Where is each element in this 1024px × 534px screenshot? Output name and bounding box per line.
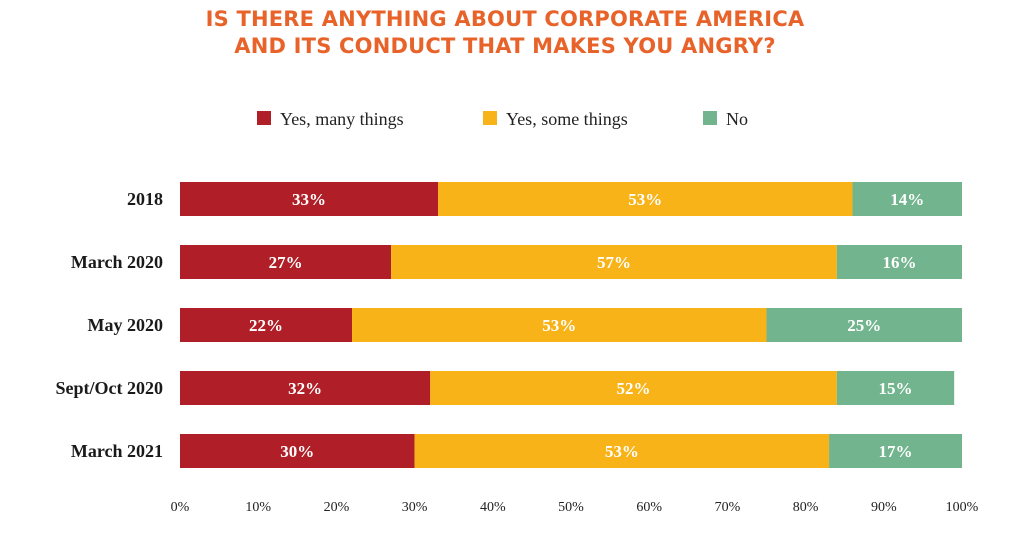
legend-label-yes-many-things: Yes, many things: [280, 109, 404, 129]
legend-label-no: No: [726, 109, 748, 129]
bar-segment: [836, 371, 955, 405]
category-label: May 2020: [88, 315, 164, 335]
category-label: 2018: [127, 189, 163, 209]
bar-segment: [180, 308, 353, 342]
chart-title: IS THERE ANYTHING ABOUT CORPORATE AMERIC…: [0, 6, 1010, 60]
chart-title-line-2: AND ITS CONDUCT THAT MAKES YOU ANGRY?: [234, 34, 776, 58]
data-label: 57%: [597, 253, 631, 272]
x-tick-label: 20%: [324, 500, 350, 515]
x-axis: 0% 10% 20% 30% 40% 50% 60% 70% 80% 90% 100%: [171, 500, 979, 515]
chart-title-line-1: IS THERE ANYTHING ABOUT CORPORATE AMERIC…: [205, 7, 805, 31]
data-label: 16%: [882, 253, 916, 272]
legend-label-yes-some-things: Yes, some things: [506, 109, 628, 129]
data-label: 17%: [879, 442, 913, 461]
x-tick-label: 40%: [480, 500, 506, 515]
x-tick-label: 90%: [871, 500, 897, 515]
x-tick-label: 0%: [171, 500, 190, 515]
data-label: 53%: [605, 442, 639, 461]
category-label: March 2020: [71, 252, 163, 272]
bar-segment: [352, 308, 767, 342]
legend-swatch-no: [703, 111, 717, 125]
category-axis-labels: 2018 March 2020 May 2020 Sept/Oct 2020 March…: [56, 189, 164, 461]
data-label: 53%: [542, 316, 576, 335]
bar-segment: [180, 371, 431, 405]
x-tick-label: 30%: [402, 500, 428, 515]
bar-segment: [438, 182, 853, 216]
data-label: 52%: [617, 379, 651, 398]
data-label: 33%: [292, 190, 326, 209]
bar-segment: [430, 371, 837, 405]
category-label: Sept/Oct 2020: [56, 378, 164, 398]
bar-segment: [180, 182, 439, 216]
bar-segment: [766, 308, 962, 342]
bar-segment: [836, 245, 962, 279]
bar-segment: [829, 434, 962, 468]
x-tick-label: 60%: [636, 500, 662, 515]
data-label: 27%: [269, 253, 303, 272]
x-tick-label: 80%: [793, 500, 819, 515]
x-tick-label: 10%: [245, 500, 271, 515]
data-label: 53%: [628, 190, 662, 209]
legend-swatch-yes-some-things: [483, 111, 497, 125]
data-label: 32%: [288, 379, 322, 398]
data-label: 22%: [249, 316, 283, 335]
chart-legend: Yes, many things Yes, some things No: [257, 109, 748, 129]
bar-segment: [852, 182, 962, 216]
bar-segment: [414, 434, 830, 468]
x-tick-label: 70%: [715, 500, 741, 515]
legend-swatch-yes-many-things: [257, 111, 271, 125]
bar-segment: [180, 245, 392, 279]
bar-segment: [391, 245, 837, 279]
data-label: 14%: [890, 190, 924, 209]
data-label: 30%: [280, 442, 314, 461]
chart-bars: 33% 53% 14% 27% 57% 16% 22% 53% 25% 32% 52% 15% 30% 5…: [180, 182, 962, 468]
x-tick-label: 100%: [946, 500, 979, 515]
category-label: March 2021: [71, 441, 163, 461]
bar-segment: [180, 434, 415, 468]
x-tick-label: 50%: [558, 500, 584, 515]
data-label: 15%: [879, 379, 913, 398]
data-label: 25%: [847, 316, 881, 335]
